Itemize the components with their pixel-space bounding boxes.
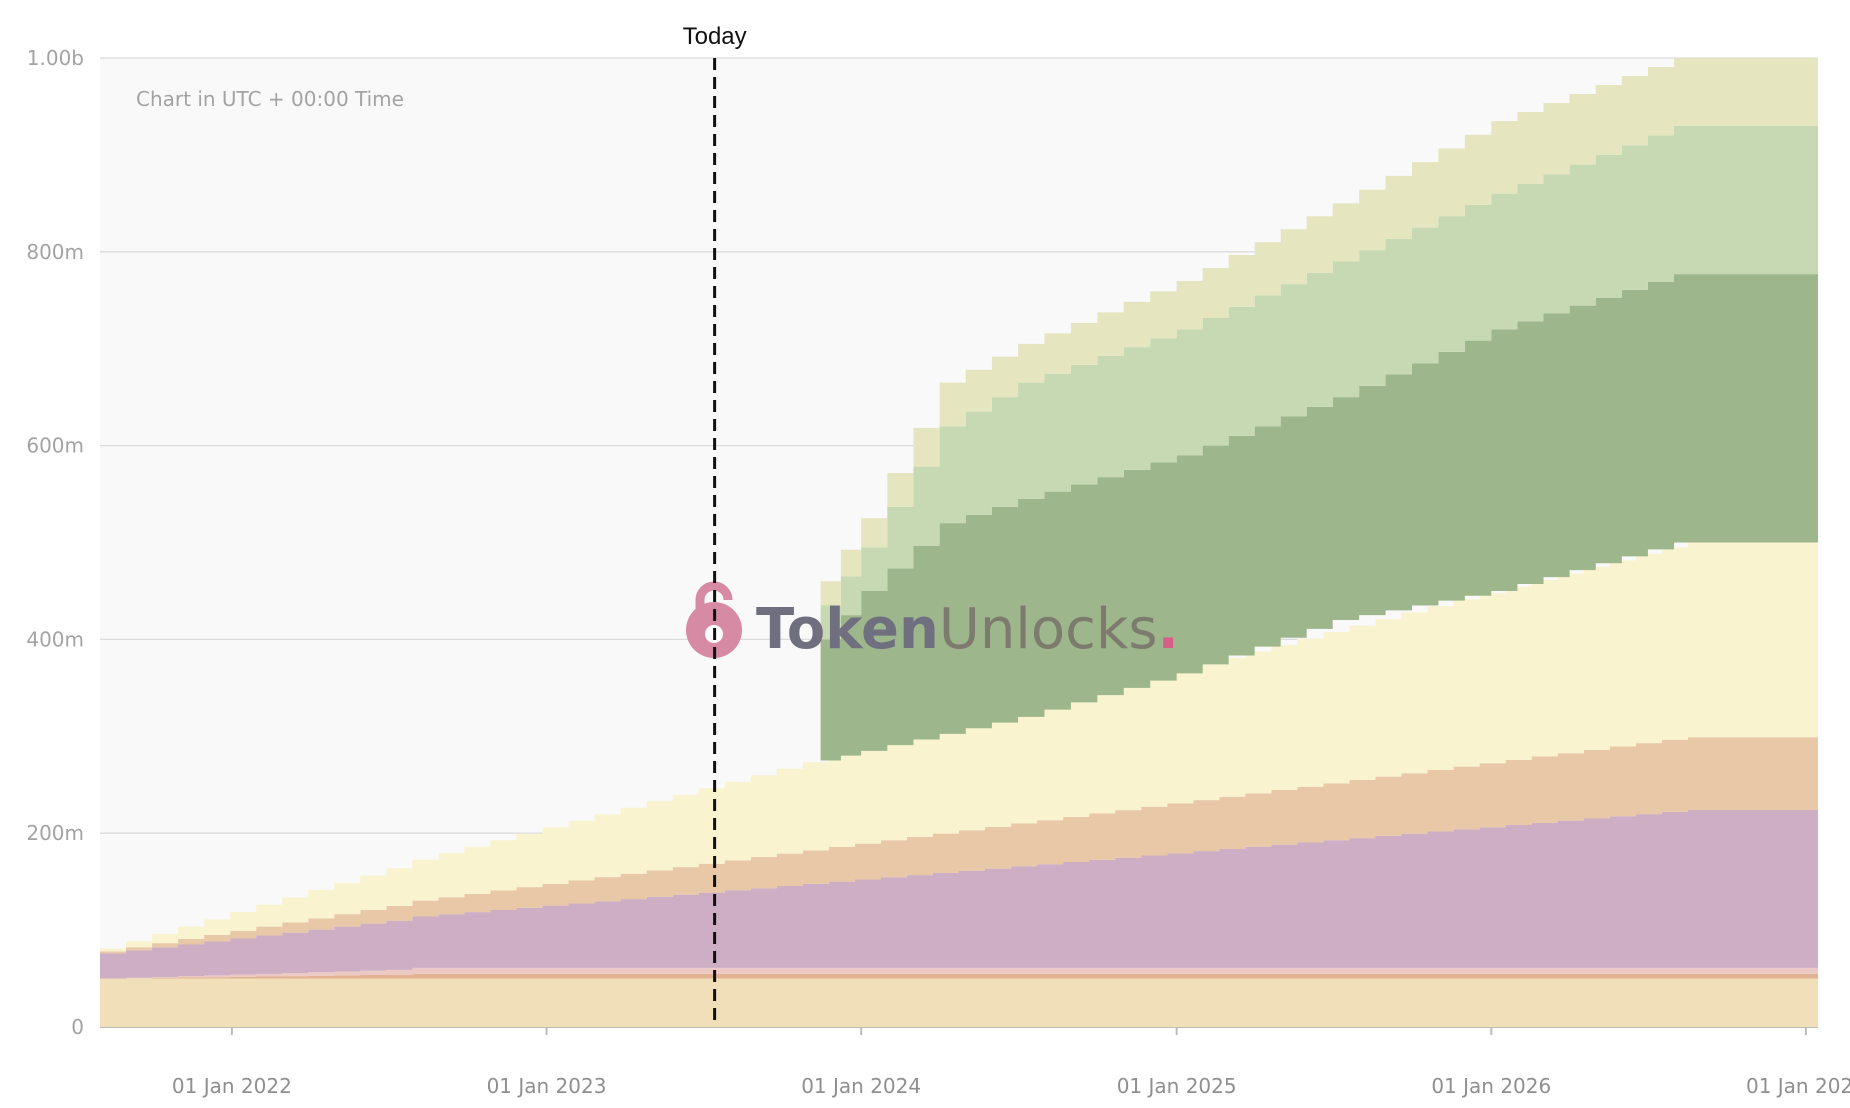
watermark-word-unlocks: Unlocks xyxy=(939,597,1158,662)
watermark: TokenUnlocks. xyxy=(686,581,1179,662)
today-label: Today xyxy=(683,23,747,50)
y-axis-ticks: 0 200m 400m 600m 800m 1.00b xyxy=(26,46,84,1039)
area-series-9 xyxy=(820,58,1818,606)
x-tick-label: 01 Jan 2022 xyxy=(172,1074,292,1098)
y-tick-label: 0 xyxy=(71,1015,84,1039)
area-series-3 xyxy=(100,967,1818,979)
area-series-5 xyxy=(100,737,1818,954)
watermark-word-token: Token xyxy=(756,597,939,662)
area-series-2 xyxy=(100,973,1818,979)
x-tick-label: 01 Jan 2024 xyxy=(801,1074,921,1098)
x-axis: 01 Jan 2022 01 Jan 2023 01 Jan 2024 01 Jan … xyxy=(172,1027,1850,1098)
watermark-text: TokenUnlocks. xyxy=(756,597,1179,662)
watermark-dot: . xyxy=(1158,597,1179,662)
padlock-shackle xyxy=(695,581,733,614)
y-tick-label: 1.00b xyxy=(27,46,84,70)
today-marker: Today xyxy=(683,23,747,1027)
y-tick-label: 800m xyxy=(26,240,84,264)
area-series xyxy=(100,58,1818,1027)
area-series-6 xyxy=(100,542,1818,952)
x-tick-label: 01 Jan 2026 xyxy=(1431,1074,1551,1098)
x-tick-label: 01 Jan 2027 xyxy=(1746,1074,1850,1098)
y-tick-label: 600m xyxy=(26,434,84,458)
y-tick-label: 400m xyxy=(26,627,84,651)
area-series-7 xyxy=(820,274,1818,761)
y-tick-label: 200m xyxy=(26,821,84,845)
area-series-4 xyxy=(100,809,1818,979)
x-tick-label: 01 Jan 2025 xyxy=(1117,1074,1237,1098)
timezone-note: Chart in UTC + 00:00 Time xyxy=(136,87,404,111)
area-series-1 xyxy=(100,978,1818,1027)
area-series-8 xyxy=(820,125,1818,640)
x-tick-label: 01 Jan 2023 xyxy=(487,1074,607,1098)
